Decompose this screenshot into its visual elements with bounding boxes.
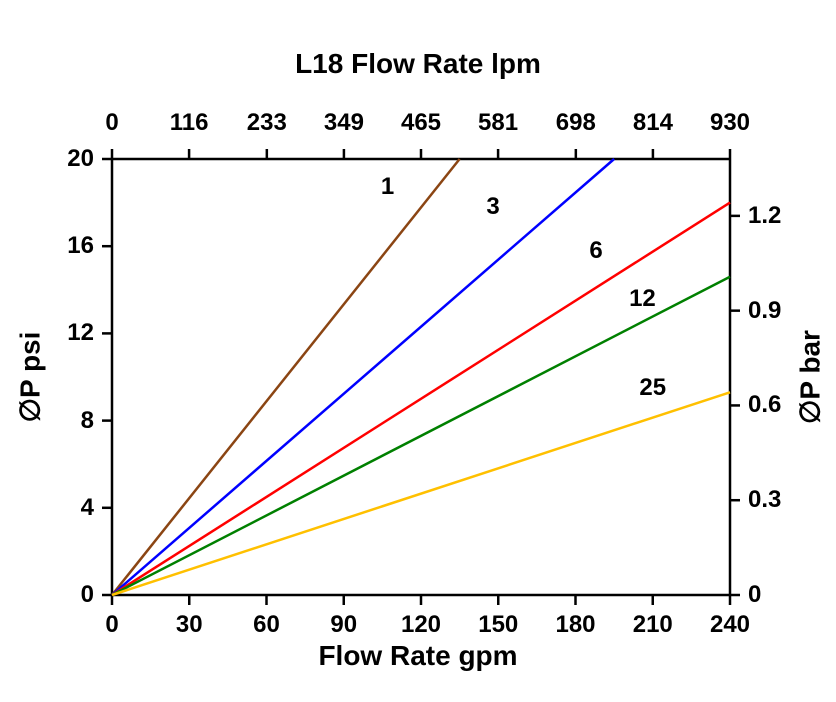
flow-rate-chart: L18 Flow Rate lpm Flow Rate gpm ∅P psi ∅… — [0, 0, 836, 702]
x-top-tick-label: 581 — [478, 109, 518, 137]
y-left-tick-label: 20 — [67, 145, 94, 173]
y-right-tick-label: 1.2 — [748, 202, 781, 230]
series-label-12: 12 — [629, 285, 656, 313]
x-top-tick-label: 698 — [556, 109, 596, 137]
series-label-1: 1 — [381, 173, 394, 201]
y-right-tick-label: 0.3 — [748, 486, 781, 514]
x-top-tick-label: 930 — [710, 109, 750, 137]
x-bottom-tick-label: 180 — [555, 611, 595, 639]
x-top-tick-label: 814 — [633, 109, 673, 137]
x-bottom-tick-label: 210 — [633, 611, 673, 639]
x-bottom-tick-label: 150 — [478, 611, 518, 639]
chart-svg — [0, 0, 836, 702]
series-label-6: 6 — [589, 237, 602, 265]
x-bottom-tick-label: 30 — [176, 611, 203, 639]
x-top-tick-label: 349 — [324, 109, 364, 137]
y-right-tick-label: 0.9 — [748, 297, 781, 325]
x-top-tick-label: 465 — [401, 109, 441, 137]
y-left-tick-label: 16 — [67, 232, 94, 260]
series-label-3: 3 — [486, 193, 499, 221]
x-top-tick-label: 0 — [105, 109, 118, 137]
x-bottom-tick-label: 240 — [710, 611, 750, 639]
series-label-25: 25 — [639, 374, 666, 402]
x-bottom-tick-label: 60 — [253, 611, 280, 639]
x-top-tick-label: 116 — [170, 109, 209, 137]
x-top-tick-label: 233 — [247, 109, 287, 137]
y-left-tick-label: 12 — [67, 319, 94, 347]
y-left-tick-label: 4 — [81, 494, 94, 522]
x-bottom-tick-label: 120 — [401, 611, 441, 639]
y-left-tick-label: 8 — [81, 407, 94, 435]
y-right-tick-label: 0.6 — [748, 391, 781, 419]
y-left-tick-label: 0 — [81, 581, 94, 609]
x-bottom-tick-label: 90 — [330, 611, 357, 639]
y-right-tick-label: 0 — [748, 581, 761, 609]
x-bottom-tick-label: 0 — [105, 611, 118, 639]
